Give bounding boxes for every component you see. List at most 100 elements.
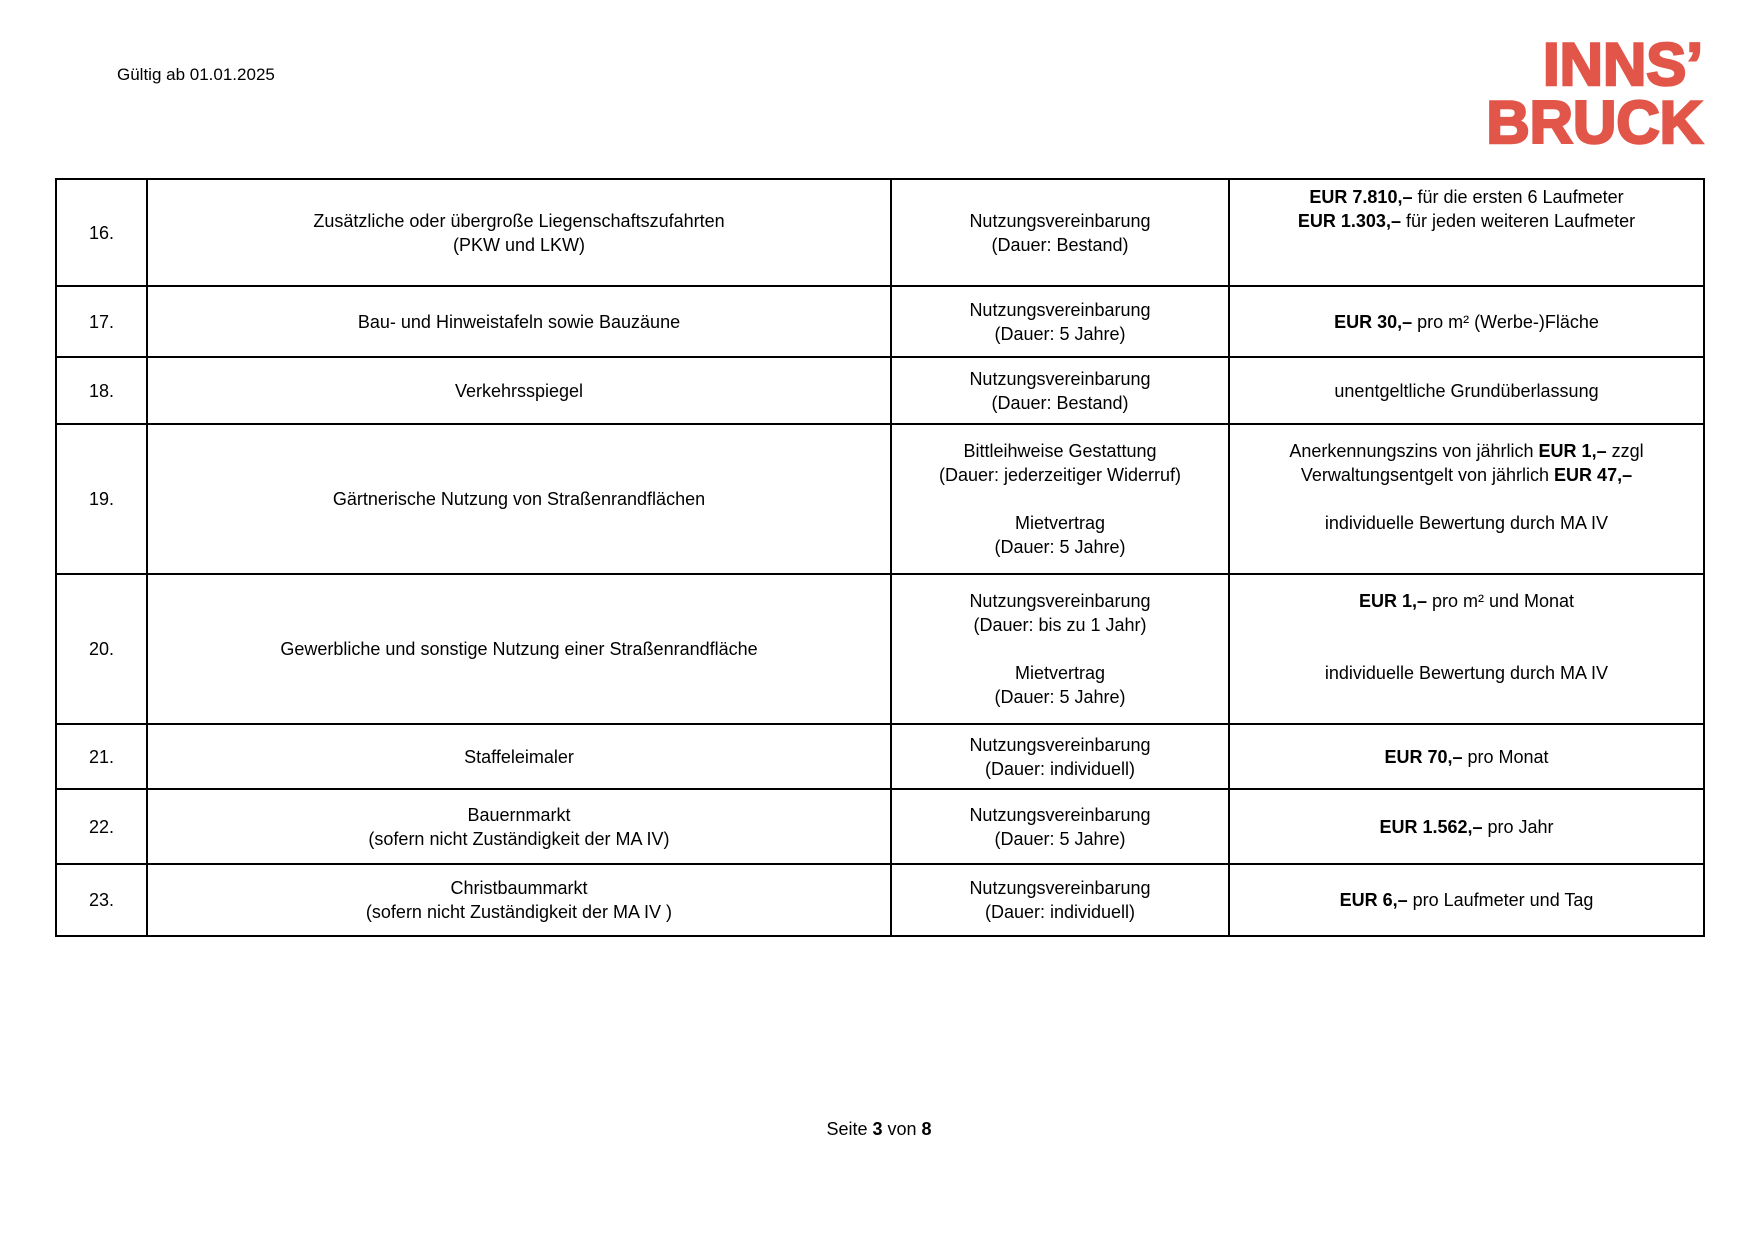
object-cell: Verkehrsspiegel — [146, 356, 892, 425]
row-number-cell: 19. — [55, 423, 148, 575]
text-segment: Nutzungsvereinbarung — [969, 591, 1151, 611]
cell-line: (Dauer: jederzeitiger Widerruf) — [900, 463, 1220, 487]
text-segment: Verkehrsspiegel — [454, 380, 584, 401]
table-row: 16. Zusätzliche oder übergroße Liegenscha… — [55, 178, 1705, 287]
cell-line: (Dauer: 5 Jahre) — [900, 322, 1220, 346]
cell-line: EUR 6,– pro Laufmeter und Tag — [1238, 888, 1695, 912]
price-cell: EUR 6,– pro Laufmeter und Tag — [1228, 863, 1705, 937]
text-segment: pro Laufmeter und Tag — [1407, 890, 1594, 910]
text-segment: (Dauer: 5 Jahre) — [994, 687, 1126, 707]
cell-line: individuelle Bewertung durch MA IV — [1238, 511, 1695, 535]
cell-line — [1238, 613, 1695, 637]
text-segment: Bau- und Hinweistafeln sowie Bauzäune — [357, 311, 681, 332]
price-amount: EUR 30,– — [1334, 311, 1413, 332]
row-number-cell: 16. — [55, 178, 148, 287]
price-cell: Anerkennungszins von jährlich EUR 1,– zz… — [1228, 423, 1705, 575]
price-amount: EUR 47,– — [1554, 465, 1633, 485]
cell-line: EUR 70,– pro Monat — [1238, 745, 1695, 769]
text-segment: Mietvertrag — [1014, 513, 1106, 533]
cell-line: Nutzungsvereinbarung — [900, 733, 1220, 757]
page-number-value: 3 — [872, 1119, 883, 1139]
price-cell: EUR 7.810,– für die ersten 6 Laufmeter EU… — [1228, 178, 1705, 287]
table-row: 20. Gewerbliche und sonstige Nutzung eine… — [55, 573, 1705, 725]
text-segment: Bauernmarkt — [467, 804, 571, 825]
text-segment: (Dauer: Bestand) — [991, 234, 1129, 255]
cell-line: (sofern nicht Zuständigkeit der MA IV) — [156, 827, 882, 851]
agreement-cell: Nutzungsvereinbarung (Dauer: Bestand) — [890, 178, 1230, 287]
table-row: 17. Bau- und Hinweistafeln sowie Bauzäune… — [55, 285, 1705, 358]
row-number-cell: 23. — [55, 863, 148, 937]
cell-line: EUR 30,– pro m² (Werbe-)Fläche — [1238, 310, 1695, 334]
agreement-cell: Nutzungsvereinbarung (Dauer: individuell) — [890, 863, 1230, 937]
text-segment: Nutzungsvereinbarung — [969, 299, 1151, 320]
price-amount: EUR 1.562,– — [1379, 816, 1483, 837]
cell-line: Gärtnerische Nutzung von Straßenrandfläc… — [156, 487, 882, 511]
cell-line: Mietvertrag — [900, 511, 1220, 535]
agreement-cell: Nutzungsvereinbarung (Dauer: 5 Jahre) — [890, 788, 1230, 865]
price-amount: EUR 1.303,– — [1297, 210, 1401, 231]
cell-line: (Dauer: individuell) — [900, 900, 1220, 924]
price-amount: EUR 1,– — [1358, 591, 1427, 611]
row-number-cell: 21. — [55, 723, 148, 790]
cell-line: Bittleihweise Gestattung — [900, 439, 1220, 463]
row-number-cell: 22. — [55, 788, 148, 865]
agreement-cell: Nutzungsvereinbarung (Dauer: Bestand) — [890, 356, 1230, 425]
text-segment: Anerkennungszins von jährlich — [1289, 441, 1539, 461]
cell-line: (Dauer: 5 Jahre) — [900, 827, 1220, 851]
cell-line: Nutzungsvereinbarung — [900, 589, 1220, 613]
cell-line: Nutzungsvereinbarung — [900, 876, 1220, 900]
text-segment: für jeden weiteren Laufmeter — [1400, 210, 1636, 231]
row-number-cell: 20. — [55, 573, 148, 725]
text-segment: unentgeltliche Grundüberlassung — [1334, 380, 1599, 401]
cell-line — [1238, 257, 1695, 281]
text-segment: (Dauer: individuell) — [984, 758, 1136, 779]
cell-line: EUR 7.810,– für die ersten 6 Laufmeter — [1238, 185, 1695, 209]
text-segment: für die ersten 6 Laufmeter — [1412, 186, 1624, 207]
cell-line: Mietvertrag — [900, 661, 1220, 685]
cell-line: Nutzungsvereinbarung — [900, 209, 1220, 233]
page-number: Seite 3 von 8 — [55, 1117, 1703, 1141]
text-segment: Staffeleimaler — [464, 746, 574, 767]
text-segment: (Dauer: 5 Jahre) — [994, 537, 1126, 557]
text-segment: pro m² (Werbe-)Fläche — [1412, 311, 1599, 332]
agreement-cell: Nutzungsvereinbarung (Dauer: individuell) — [890, 723, 1230, 790]
text-segment: (Dauer: individuell) — [984, 902, 1136, 922]
text-segment: Nutzungsvereinbarung — [969, 804, 1151, 825]
cell-line: EUR 1,– pro m² und Monat — [1238, 589, 1695, 613]
cell-line — [900, 637, 1220, 661]
cell-line — [1238, 637, 1695, 661]
object-cell: Staffeleimaler — [146, 723, 892, 790]
table-row: 22. Bauernmarkt (sofern nicht Zuständigkei… — [55, 788, 1705, 865]
page-number-text: von — [882, 1119, 922, 1139]
text-segment: (PKW und LKW) — [452, 234, 586, 255]
cell-line: (Dauer: bis zu 1 Jahr) — [900, 613, 1220, 637]
text-segment: Nutzungsvereinbarung — [969, 368, 1151, 389]
cell-line: (PKW und LKW) — [156, 233, 882, 257]
cell-line: (sofern nicht Zuständigkeit der MA IV ) — [156, 900, 882, 924]
cell-line: (Dauer: 5 Jahre) — [900, 535, 1220, 559]
cell-line: (Dauer: Bestand) — [900, 233, 1220, 257]
price-amount: EUR 6,– — [1339, 890, 1408, 910]
price-amount: EUR 7.810,– — [1309, 186, 1413, 207]
object-cell: Gärtnerische Nutzung von Straßenrandfläc… — [146, 423, 892, 575]
text-segment: Zusätzliche oder übergroße Liegenschafts… — [313, 210, 725, 231]
table-row: 18. Verkehrsspiegel Nutzungsvereinbarung (D… — [55, 356, 1705, 425]
cell-line: EUR 1.562,– pro Jahr — [1238, 815, 1695, 839]
cell-line: (Dauer: Bestand) — [900, 391, 1220, 415]
cell-line — [1238, 535, 1695, 559]
price-cell: EUR 1,– pro m² und Monat individuelle Be… — [1228, 573, 1705, 725]
cell-line: unentgeltliche Grundüberlassung — [1238, 379, 1695, 403]
agreement-cell: Nutzungsvereinbarung (Dauer: 5 Jahre) — [890, 285, 1230, 358]
cell-line: Verkehrsspiegel — [156, 379, 882, 403]
text-segment: pro Monat — [1462, 746, 1549, 767]
text-segment: (Dauer: bis zu 1 Jahr) — [973, 615, 1147, 635]
object-cell: Gewerbliche und sonstige Nutzung einer S… — [146, 573, 892, 725]
text-segment: zzgl — [1606, 441, 1644, 461]
cell-line — [1238, 233, 1695, 257]
cell-line: Anerkennungszins von jährlich EUR 1,– zz… — [1238, 439, 1695, 463]
fee-table: 16. Zusätzliche oder übergroße Liegenscha… — [55, 178, 1705, 937]
cell-line: Verwaltungsentgelt von jährlich EUR 47,– — [1238, 463, 1695, 487]
text-segment: pro m² und Monat — [1426, 591, 1575, 611]
cell-line — [1238, 487, 1695, 511]
text-segment: Gewerbliche und sonstige Nutzung einer S… — [280, 639, 758, 659]
